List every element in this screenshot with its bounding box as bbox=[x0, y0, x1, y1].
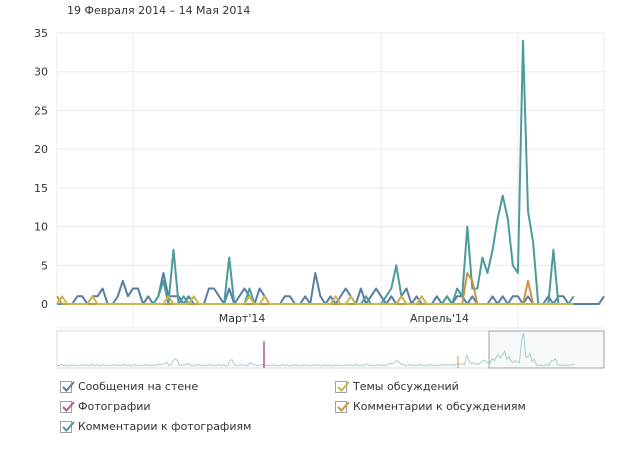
checkbox-photo-comments[interactable] bbox=[60, 420, 75, 433]
date-range-label: 19 Февраля 2014 – 14 Мая 2014 bbox=[67, 4, 251, 17]
y-tick-label: 0 bbox=[41, 298, 48, 311]
navigator-selection-window bbox=[488, 330, 605, 369]
check-icon bbox=[62, 400, 75, 412]
check-icon bbox=[62, 380, 75, 392]
legend-label-photos: Фотографии bbox=[78, 400, 151, 413]
series-line bbox=[56, 295, 574, 305]
x-tick-label: Апрель'14 bbox=[410, 312, 469, 325]
legend-item-photos[interactable]: Фотографии bbox=[60, 400, 151, 413]
y-tick-label: 5 bbox=[41, 259, 48, 272]
legend-label-topics: Темы обсуждений bbox=[353, 380, 459, 393]
check-icon bbox=[337, 400, 350, 412]
y-tick-label: 25 bbox=[34, 104, 48, 117]
navigator-line bbox=[56, 333, 575, 367]
x-tick-label: Март'14 bbox=[219, 312, 266, 325]
checkbox-photos[interactable] bbox=[60, 400, 75, 413]
y-tick-label: 35 bbox=[34, 27, 48, 40]
activity-chart: 0 5 10 15 20 25 30 35 Март'14 Апрель'14 bbox=[34, 27, 605, 369]
legend-item-topic-comments[interactable]: Комментарии к обсуждениям bbox=[335, 400, 526, 413]
checkbox-topics[interactable] bbox=[335, 380, 350, 393]
checkbox-wall-posts[interactable] bbox=[60, 380, 75, 393]
legend-label-topic-comments: Комментарии к обсуждениям bbox=[353, 400, 526, 413]
checkbox-topic-comments[interactable] bbox=[335, 400, 350, 413]
y-tick-label: 20 bbox=[34, 143, 48, 156]
y-tick-label: 10 bbox=[34, 221, 48, 234]
check-icon bbox=[62, 420, 75, 432]
series-line bbox=[57, 272, 605, 305]
y-tick-label: 30 bbox=[34, 66, 48, 79]
legend-item-photo-comments[interactable]: Комментарии к фотографиям bbox=[60, 420, 251, 433]
legend-item-wall-posts[interactable]: Сообщения на стене bbox=[60, 380, 198, 393]
y-tick-label: 15 bbox=[34, 182, 48, 195]
check-icon bbox=[337, 380, 350, 392]
legend-item-topics[interactable]: Темы обсуждений bbox=[335, 380, 459, 393]
legend-label-photo-comments: Комментарии к фотографиям bbox=[78, 420, 252, 433]
legend-label-wall-posts: Сообщения на стене bbox=[78, 380, 199, 393]
